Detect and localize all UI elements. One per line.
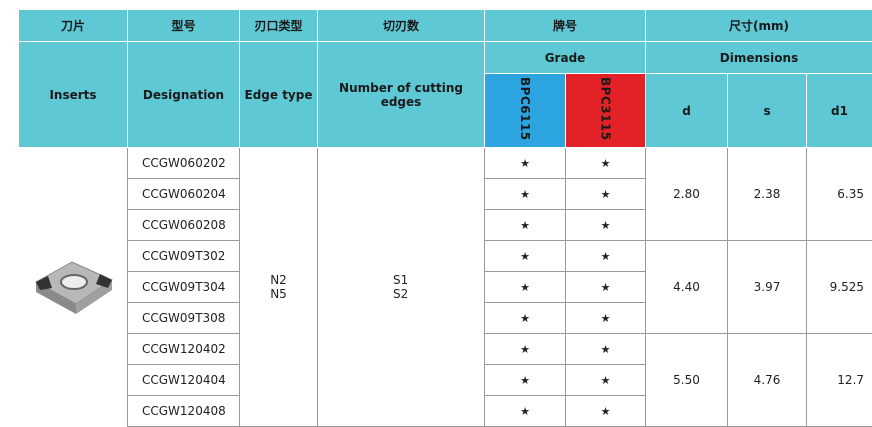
designation: CCGW060208 [128,210,240,241]
zh-label: 型号 [128,10,240,42]
grade-availability: ★ [485,334,566,365]
insert-hole [61,275,87,289]
grade-cell: BPC3115 [566,74,646,148]
zh-label: 刀片 [19,10,128,42]
grade-availability: ★ [566,365,646,396]
grade-cell: BPC6115 [485,74,566,148]
dimension-value: 3.97 [728,241,807,334]
grade-name: BPC3115 [599,77,613,141]
code: S1 [393,273,408,287]
grade-availability: ★ [566,241,646,272]
designation: CCGW120408 [128,396,240,427]
grade-availability: ★ [566,303,646,334]
code: N2 [270,273,287,287]
grade-availability: ★ [566,272,646,303]
dimension-value: 6.35 [807,148,872,241]
zh-label: 刃口类型 [240,10,318,42]
dimension-value: 9.525 [807,241,872,334]
dimension-value: 2.38 [728,148,807,241]
dimension-value: 4.40 [646,241,728,334]
dim-label: s [728,74,807,148]
en-label: Number of cutting edges [318,42,485,148]
grade-availability: ★ [566,179,646,210]
grade-name: BPC6115 [518,77,532,141]
en-label: Inserts [19,42,128,148]
header-row: 刀片型号刃口类型切刃数牌号尺寸(mm) [19,10,872,42]
dim-label: d [646,74,728,148]
dimensions-label: Dimensions [646,42,872,74]
code: S2 [393,287,408,301]
grade-availability: ★ [485,148,566,179]
designation: CCGW060204 [128,179,240,210]
grade-availability: ★ [485,365,566,396]
designation: CCGW09T302 [128,241,240,272]
insert-image-cell [19,148,128,427]
dimension-value: 4.76 [728,334,807,427]
zh-label: 切刃数 [318,10,485,42]
designation: CCGW09T308 [128,303,240,334]
designation: CCGW120404 [128,365,240,396]
zh-label: 牌号 [485,10,646,42]
dimension-value: 12.7 [807,334,872,427]
designation: CCGW060202 [128,148,240,179]
grade-availability: ★ [485,272,566,303]
dimension-value: 2.80 [646,148,728,241]
code: N5 [270,287,287,301]
designation: CCGW120402 [128,334,240,365]
grade-label: Grade [485,42,646,74]
grade-availability: ★ [485,241,566,272]
zh-label: 尺寸(mm) [646,10,872,42]
grade-availability: ★ [566,148,646,179]
grade-availability: ★ [485,396,566,427]
grade-availability: ★ [566,334,646,365]
grade-availability: ★ [485,210,566,241]
insert-image [28,254,118,318]
dim-label: d1 [807,74,872,148]
grade-availability: ★ [566,210,646,241]
grade-availability: ★ [485,303,566,334]
grade-availability: ★ [485,179,566,210]
dimension-value: 5.50 [646,334,728,427]
en-label: Edge type [240,42,318,148]
designation: CCGW09T304 [128,272,240,303]
en-label: Designation [128,42,240,148]
grade-availability: ★ [566,396,646,427]
